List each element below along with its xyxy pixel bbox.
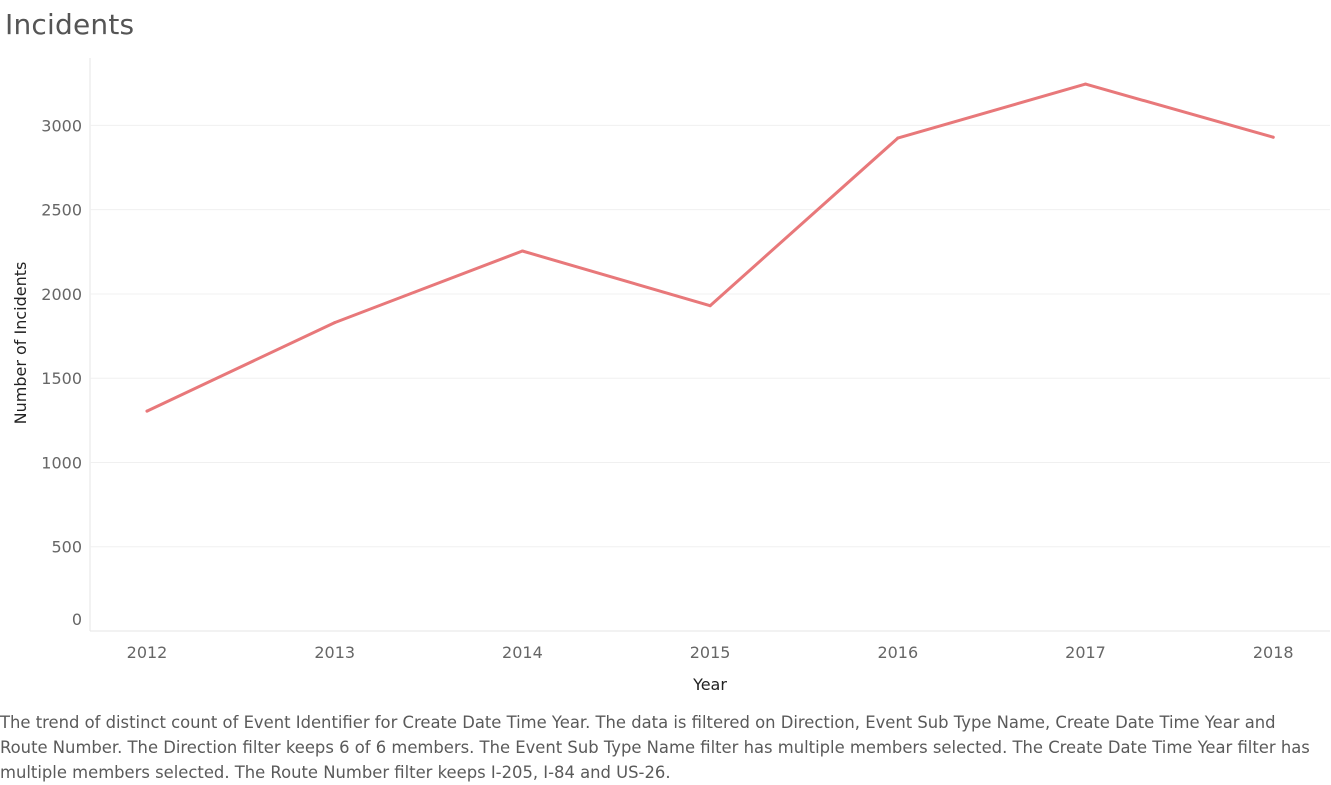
x-tick-label: 2012	[127, 643, 168, 662]
x-tick-label: 2013	[314, 643, 355, 662]
data-point[interactable]	[520, 249, 524, 253]
y-tick-label: 1000	[41, 453, 82, 472]
y-tick-label: 2500	[41, 201, 82, 220]
y-tick-label: 1500	[41, 369, 82, 388]
x-axis-ticks: 2012 2013 2014 2015 2016 2017 2018	[127, 643, 1294, 662]
y-tick-label: 500	[51, 538, 82, 557]
x-tick-label: 2017	[1065, 643, 1106, 662]
gridlines	[89, 58, 1330, 632]
y-tick-label: 0	[72, 610, 82, 629]
chart-caption: The trend of distinct count of Event Ide…	[0, 713, 1310, 782]
data-point[interactable]	[1084, 82, 1087, 86]
x-tick-label: 2015	[690, 643, 731, 662]
series-group	[145, 82, 1275, 413]
chart-title: Incidents	[5, 8, 135, 41]
series-line	[145, 82, 1275, 413]
y-tick-label: 2000	[41, 285, 82, 304]
y-axis-ticks: 0 500 1000 1500 2000 2500 3000	[41, 116, 82, 629]
x-tick-label: 2018	[1253, 643, 1294, 662]
y-tick-label: 3000	[41, 116, 82, 135]
data-point[interactable]	[333, 321, 337, 325]
x-axis-title: Year	[692, 675, 727, 694]
x-tick-label: 2014	[502, 643, 543, 662]
y-axis-title: Number of Incidents	[11, 262, 30, 425]
x-tick-label: 2016	[877, 643, 918, 662]
data-point[interactable]	[708, 304, 712, 308]
data-point[interactable]	[1271, 135, 1275, 139]
data-point[interactable]	[896, 136, 900, 140]
data-point[interactable]	[145, 409, 149, 413]
